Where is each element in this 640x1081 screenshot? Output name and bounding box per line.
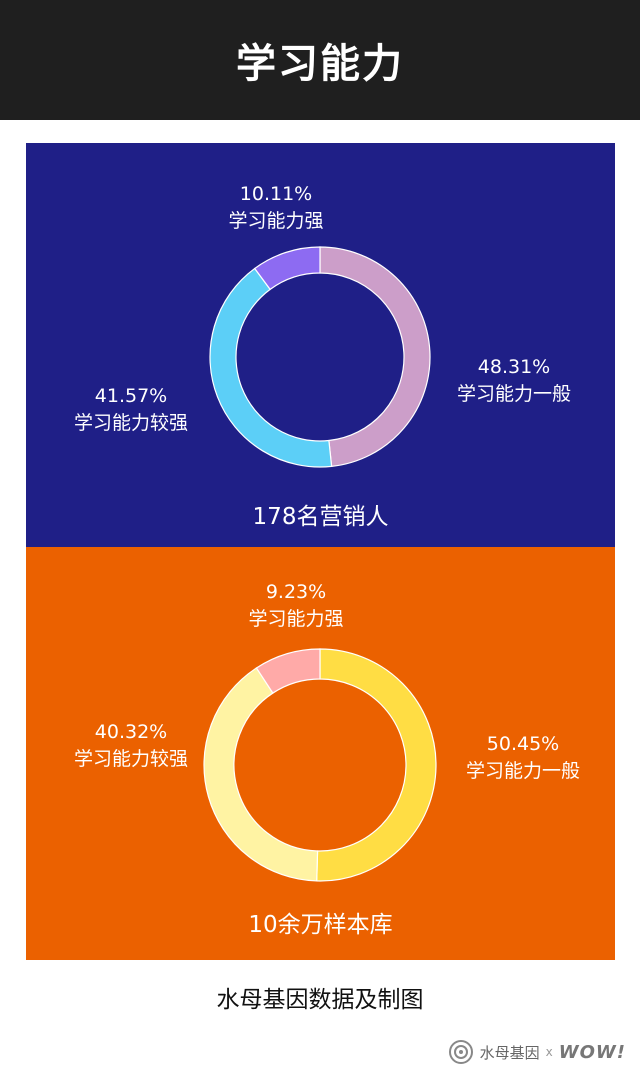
slice-value: 10.11%: [239, 183, 313, 205]
page-title: 学习能力: [0, 0, 640, 120]
partner-logo: WOW!: [558, 1041, 626, 1063]
donut-slice-1: [209, 267, 333, 468]
slice-name: 学习能力一般: [465, 760, 580, 782]
slice-label-fairly-strong: 41.57% 学习能力较强: [56, 383, 206, 437]
slice-label-strong: 10.11% 学习能力强: [216, 181, 336, 235]
donut-slice-2: [255, 648, 321, 694]
chart-caption: 178名营销人: [252, 504, 389, 530]
chart-caption: 10余万样本库: [248, 912, 393, 938]
chart-panel-marketers: 10.11% 学习能力强 48.31% 学习能力一般 41.57% 学习能力较强…: [26, 143, 615, 547]
slice-value: 48.31%: [477, 356, 551, 378]
chart-panel-sample-library: 9.23% 学习能力强 50.45% 学习能力一般 40.32% 学习能力较强 …: [26, 547, 615, 960]
brand-name: 水母基因: [479, 1043, 540, 1062]
separator: x: [545, 1045, 553, 1059]
donut-chart-marketers: [209, 246, 431, 468]
source-caption: 水母基因数据及制图: [216, 987, 424, 1013]
slice-label-fairly-strong: 40.32% 学习能力较强: [56, 719, 206, 773]
slice-value: 50.45%: [486, 733, 560, 755]
slice-label-average: 48.31% 学习能力一般: [444, 354, 584, 408]
slice-name: 学习能力较强: [73, 748, 188, 770]
slice-label-strong: 9.23% 学习能力强: [236, 579, 356, 633]
donut-slice-1: [203, 667, 319, 882]
slice-label-average: 50.45% 学习能力一般: [453, 731, 593, 785]
slice-name: 学习能力较强: [73, 412, 188, 434]
slice-value: 9.23%: [265, 581, 327, 603]
donut-slice-0: [316, 648, 437, 882]
donut-slice-2: [253, 246, 321, 291]
slice-value: 41.57%: [94, 385, 168, 407]
donut-slice-0: [319, 246, 431, 468]
donut-chart-sample-library: [203, 648, 437, 882]
brand-logo-icon: [448, 1040, 473, 1064]
footer-logos: 水母基因 x WOW!: [448, 1037, 626, 1067]
slice-name: 学习能力强: [228, 210, 324, 232]
slice-name: 学习能力强: [248, 608, 344, 630]
slice-name: 学习能力一般: [456, 383, 571, 405]
slice-value: 40.32%: [94, 721, 168, 743]
